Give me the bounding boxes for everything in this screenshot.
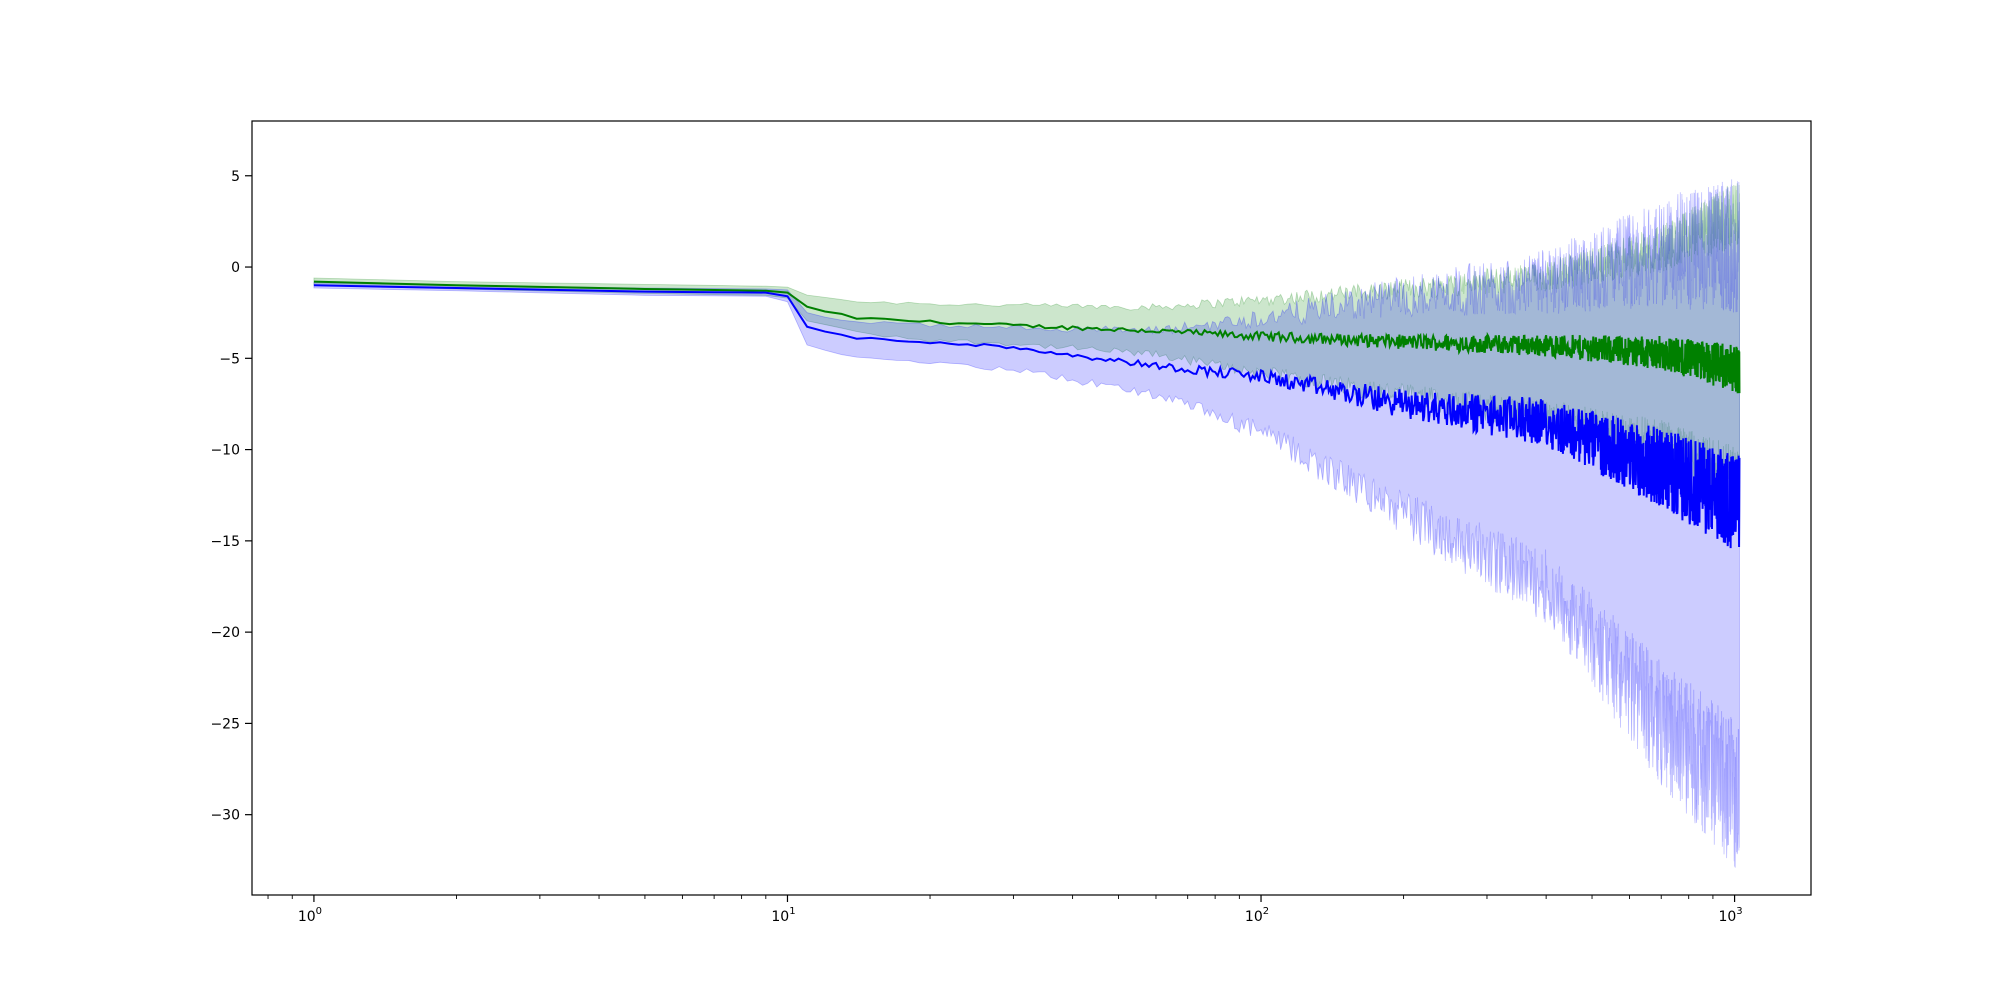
x-tick-label: 102 [1245,906,1269,925]
x-tick-label: 101 [771,906,795,925]
axes-frame [251,120,1812,896]
plot-area [313,179,1741,868]
y-tick-label: −20 [210,625,240,641]
series-1-line [313,284,1741,549]
y-tick-label: 5 [231,169,240,185]
y-tick-label: −25 [210,716,240,732]
x-tick-label: 103 [1718,906,1742,925]
y-tick-label: −15 [210,534,240,550]
y-tick-label: −30 [210,808,240,824]
x-tick-label: 100 [298,906,322,925]
y-tick-label: −5 [219,351,240,367]
y-axis: 5 0 −5 −10 −15 −20 −25 −30 [210,169,252,824]
x-axis: 100 101 102 103 [267,895,1743,925]
y-tick-label: −10 [210,443,240,459]
series-0-line [313,280,1741,394]
y-tick-label: 0 [231,260,240,276]
series-1-band [313,179,1740,868]
